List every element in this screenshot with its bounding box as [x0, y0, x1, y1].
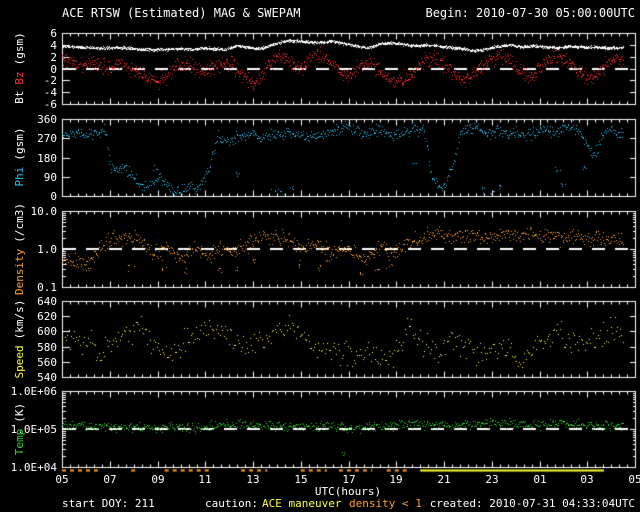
- y-tick-label-mag: 0: [50, 63, 57, 76]
- begin-timestamp: Begin: 2010-07-30 05:00:00UTC: [425, 6, 635, 20]
- x-tick-label: 09: [151, 473, 165, 486]
- page-title: ACE RTSW (Estimated) MAG & SWEPAM: [62, 6, 301, 20]
- y-tick-label-density: 0.1: [37, 281, 57, 294]
- y-tick-label-mag: -6: [43, 98, 57, 111]
- x-tick-label: 07: [103, 473, 117, 486]
- y-tick-label-speed: 640: [37, 295, 57, 308]
- y-tick-label-temp: 1.0E+05: [10, 423, 57, 436]
- y-tick-label-mag: -4: [43, 86, 57, 99]
- x-axis-title: UTC(hours): [314, 485, 382, 498]
- x-tick-label: 11: [198, 473, 212, 486]
- y-tick-label-density: 1.0: [37, 243, 57, 256]
- y-tick-label-temp: 1.0E+04: [10, 461, 57, 474]
- y-tick-label-phi: 180: [37, 152, 57, 165]
- x-tick-label: 15: [294, 473, 308, 486]
- y-tick-label-phi: 360: [37, 113, 57, 126]
- y-tick-label-density: 10.0: [30, 205, 58, 218]
- y-tick-label-phi: 0: [50, 190, 57, 203]
- x-tick-label: 17: [342, 473, 356, 486]
- caution-label: caution:: [205, 497, 258, 510]
- y-tick-label-speed: 620: [37, 310, 57, 323]
- y-tick-label-speed: 540: [37, 371, 57, 384]
- y-tick-label-mag: -2: [43, 74, 57, 87]
- y-tick-label-mag: 2: [50, 51, 57, 64]
- y-tick-label-mag: 4: [50, 39, 57, 52]
- y-tick-label-speed: 560: [37, 356, 57, 369]
- x-tick-label: 03: [580, 473, 594, 486]
- x-tick-label: 23: [485, 473, 499, 486]
- x-tick-label: 05: [55, 473, 69, 486]
- start-doy-label: start DOY: 211: [62, 497, 155, 510]
- x-tick-label: 05: [628, 473, 640, 486]
- x-tick-label: 13: [246, 473, 260, 486]
- y-tick-label-mag: 6: [50, 27, 57, 40]
- y-tick-label-phi: 90: [43, 171, 57, 184]
- y-tick-label-speed: 580: [37, 341, 57, 354]
- created-timestamp: created: 2010-07-31 04:33:04UTC: [429, 497, 635, 510]
- density-legend: density < 1: [349, 497, 422, 510]
- x-tick-label: 19: [389, 473, 403, 486]
- y-tick-label-phi: 270: [37, 132, 57, 145]
- x-tick-label: 21: [437, 473, 451, 486]
- maneuver-legend: ACE maneuver: [262, 497, 342, 510]
- y-tick-label-speed: 600: [37, 325, 57, 338]
- y-tick-label-temp: 1.0E+06: [10, 385, 57, 398]
- x-tick-label: 01: [533, 473, 547, 486]
- temp-unit-label: (K): [13, 402, 26, 423]
